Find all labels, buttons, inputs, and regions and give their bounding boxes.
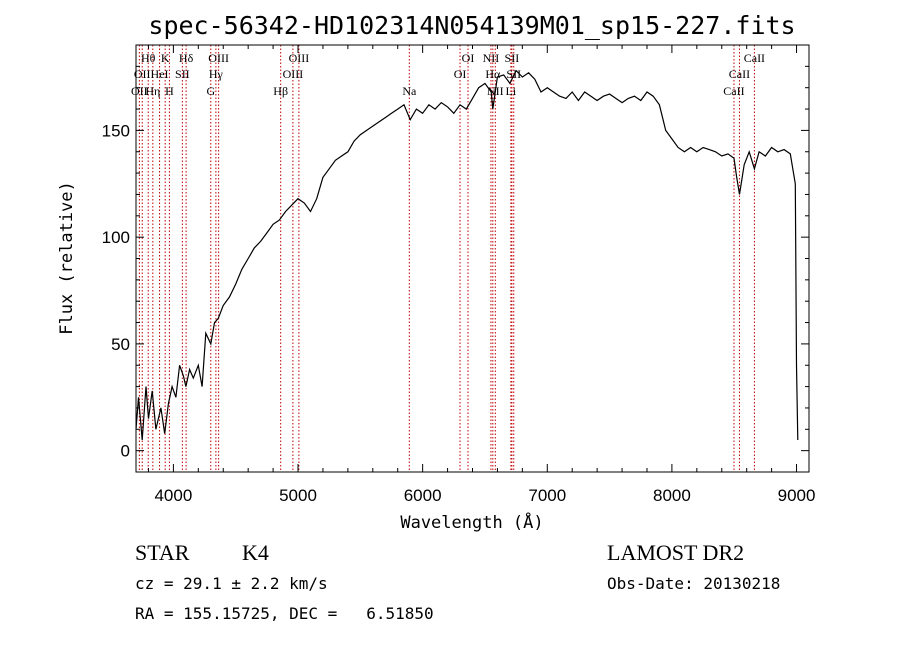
survey-name: LAMOST DR2 (607, 540, 745, 565)
spectral-line-markers (138, 45, 755, 472)
spectral-line-label: Hγ (209, 67, 224, 81)
spectral-line-label: OIII (283, 67, 304, 81)
x-tick-label: 9000 (778, 486, 816, 505)
spectral-line-label: H (165, 84, 174, 98)
y-tick-label: 0 (121, 442, 130, 461)
spectral-line-label: HeI (151, 67, 169, 81)
coordinates: RA = 155.15725, DEC = 6.51850 (135, 604, 434, 623)
spectral-line-label: Na (402, 84, 417, 98)
x-tick-label: 7000 (528, 486, 566, 505)
spectral-line-label: OI (462, 51, 475, 65)
plot-frame (135, 44, 810, 473)
redshift-text: cz = 29.1 ± 2.2 km/s (135, 574, 328, 593)
x-tick-label: 8000 (653, 486, 691, 505)
x-axis: 4000 5000 6000 7000 8000 9000 (147, 45, 816, 505)
spectral-line-label: Hβ (273, 84, 288, 98)
x-axis-label: Wavelength (Å) (400, 511, 543, 533)
spectral-line-label: Hα (485, 67, 501, 81)
object-class: STAR (135, 540, 190, 565)
spectral-line-label: G (206, 84, 215, 98)
object-subclass: K4 (242, 540, 269, 565)
spectral-line-label: SII (175, 67, 190, 81)
spectral-line-label: SII (505, 51, 520, 65)
spectral-line-label: OIII (289, 51, 310, 65)
spectral-line-labels: OIIOIIHθHηHeIKHSIIHδGHγOIIIHβOIIIOIIINaO… (131, 51, 765, 98)
y-axis: 0 50 100 150 (102, 44, 809, 473)
spectrum-series-line (135, 69, 799, 441)
spectral-line-label: NII (483, 51, 500, 65)
spectral-line-label: CaII (744, 51, 765, 65)
spectral-line-label: Hδ (179, 51, 194, 65)
spectral-line-label: CaII (723, 84, 744, 98)
spectral-line-label: CaII (729, 67, 750, 81)
y-tick-label: 100 (102, 228, 130, 247)
y-tick-label: 150 (102, 121, 130, 140)
spectral-line-label: SII (506, 67, 521, 81)
y-tick-label: 50 (111, 335, 130, 354)
spectral-line-label: Hη (145, 84, 160, 98)
spectral-line-label: K (161, 51, 170, 65)
spectral-line-label: OII (131, 84, 148, 98)
x-tick-label: 4000 (154, 486, 192, 505)
spectral-line-label: Li (506, 84, 517, 98)
obs-date: Obs-Date: 20130218 (607, 574, 781, 593)
chart-title: spec-56342-HD102314N054139M01_sp15-227.f… (148, 11, 795, 40)
x-tick-label: 5000 (279, 486, 317, 505)
spectral-line-label: OIII (208, 51, 229, 65)
x-tick-label: 6000 (404, 486, 442, 505)
y-axis-label: Flux (relative) (57, 181, 77, 335)
spectral-line-label: OII (134, 67, 151, 81)
spectral-line-label: Hθ (141, 51, 156, 65)
spectral-line-label: OI (454, 67, 467, 81)
